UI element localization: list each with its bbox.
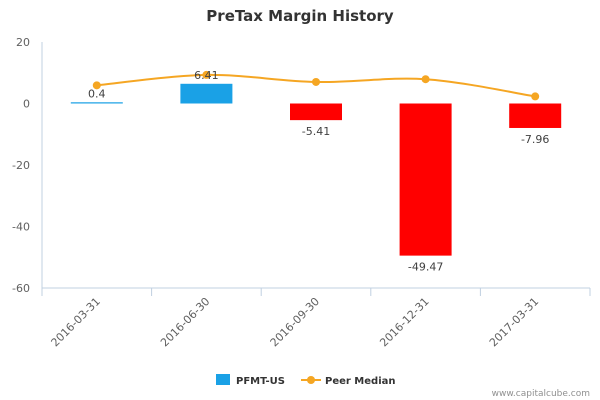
legend-label-peer: Peer Median — [325, 376, 396, 387]
legend-swatch-pfmt — [216, 374, 230, 385]
data-label: -5.41 — [302, 125, 330, 138]
legend-swatch-peer-marker — [307, 376, 315, 384]
data-label: 6.41 — [194, 69, 219, 82]
x-tick-label: 2016-12-31 — [377, 295, 431, 349]
credit-text: www.capitalcube.com — [492, 389, 590, 399]
legend: PFMT-US Peer Median — [216, 374, 396, 387]
y-tick-label: 0 — [23, 98, 30, 111]
data-labels: 0.4 6.41 -5.41 -49.47 -7.96 — [88, 69, 549, 274]
peer-median-point — [202, 70, 211, 79]
x-tick-labels: 2016-03-31 2016-06-30 2016-09-30 2016-12-31… — [49, 295, 542, 349]
peer-median-point — [92, 81, 101, 90]
y-tick-label: -40 — [12, 221, 30, 234]
bar-2016-12-31 — [399, 103, 452, 256]
data-label: -7.96 — [521, 133, 549, 146]
x-tick-label: 2016-06-30 — [158, 295, 212, 349]
data-label: -49.47 — [408, 261, 443, 274]
peer-median-point — [531, 92, 540, 101]
data-label: 0.4 — [88, 87, 106, 100]
y-tick-label: -60 — [12, 282, 30, 295]
x-tick-label: 2016-09-30 — [268, 295, 322, 349]
y-tick-label: 20 — [16, 36, 30, 49]
legend-label-pfmt: PFMT-US — [236, 376, 285, 387]
peer-median-series — [92, 70, 540, 101]
y-axis: 20 0 -20 -40 -60 — [12, 36, 43, 295]
bar-2017-03-31 — [509, 103, 562, 128]
bar-series — [70, 83, 562, 256]
x-axis: 2016-03-31 2016-06-30 2016-09-30 2016-12-31… — [41, 287, 591, 349]
bar-2016-06-30 — [180, 83, 233, 104]
y-tick-labels: 20 0 -20 -40 -60 — [12, 36, 30, 295]
chart-title: PreTax Margin History — [206, 7, 394, 25]
bar-2016-09-30 — [290, 103, 342, 121]
bar-2016-03-31 — [70, 102, 123, 104]
x-tick-label: 2017-03-31 — [487, 295, 541, 349]
peer-median-point — [421, 75, 430, 84]
peer-median-point — [312, 77, 320, 86]
x-tick-label: 2016-03-31 — [49, 295, 103, 349]
x-tick-marks — [41, 288, 591, 296]
y-tick-label: -20 — [12, 159, 30, 172]
